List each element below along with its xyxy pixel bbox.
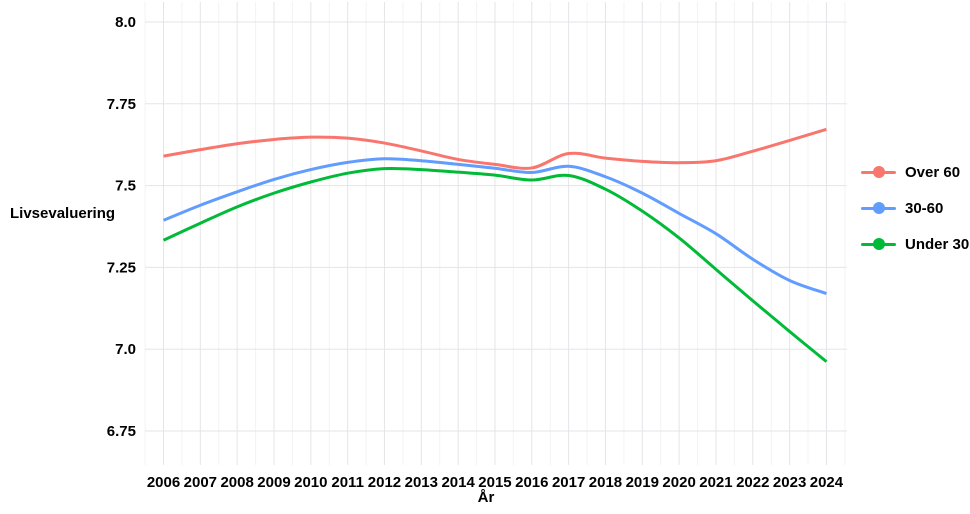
legend-item-under-30: Under 30 <box>861 233 969 255</box>
legend-item-over-60: Over 60 <box>861 161 969 183</box>
x-tick-label: 2023 <box>773 474 806 491</box>
x-tick-label: 2008 <box>220 474 253 491</box>
x-tick-label: 2019 <box>626 474 659 491</box>
x-tick-label: 2012 <box>368 474 401 491</box>
x-tick-label: 2006 <box>147 474 180 491</box>
y-tick-label: 6.75 <box>107 423 136 440</box>
x-tick-label: 2009 <box>257 474 290 491</box>
x-tick-label: 2018 <box>589 474 622 491</box>
x-tick-label: 2015 <box>478 474 511 491</box>
y-tick-label: 7.0 <box>115 341 136 358</box>
x-tick-label: 2024 <box>810 474 844 491</box>
legend-line-dot-icon <box>861 197 896 219</box>
legend-line-dot-icon <box>861 233 896 255</box>
legend-dot <box>872 238 885 250</box>
x-tick-label: 2020 <box>662 474 695 491</box>
x-axis-title: År <box>477 489 495 506</box>
legend-dot <box>872 202 885 214</box>
x-tick-label: 2007 <box>184 474 217 491</box>
y-tick-label: 7.5 <box>115 178 136 195</box>
x-tick-label: 2010 <box>294 474 327 491</box>
x-tick-label: 2011 <box>331 474 364 491</box>
y-tick-label: 7.25 <box>107 259 136 276</box>
x-tick-label: 2021 <box>699 474 732 491</box>
legend-label: Over 60 <box>905 163 961 181</box>
legend-line-dot-icon <box>861 161 896 183</box>
legend-dot <box>872 166 885 178</box>
y-tick-label: 7.75 <box>107 96 136 113</box>
series-line-30-60 <box>162 157 827 295</box>
legend-label: Under 30 <box>905 235 970 253</box>
x-tick-label: 2017 <box>552 474 585 491</box>
legend: Over 60 30-60 Under 30 <box>861 161 969 255</box>
legend-item-30-60: 30-60 <box>861 197 969 219</box>
x-tick-label: 2022 <box>736 474 769 491</box>
y-tick-label: 8.0 <box>115 14 136 31</box>
x-tick-label: 2016 <box>515 474 548 491</box>
x-tick-label: 2014 <box>441 474 475 491</box>
legend-label: 30-60 <box>905 199 944 217</box>
series-line-under-30 <box>162 166 828 363</box>
x-tick-label: 2013 <box>405 474 438 491</box>
series-line-over-60 <box>163 127 827 170</box>
y-axis-title: Livsevaluering <box>10 205 116 222</box>
